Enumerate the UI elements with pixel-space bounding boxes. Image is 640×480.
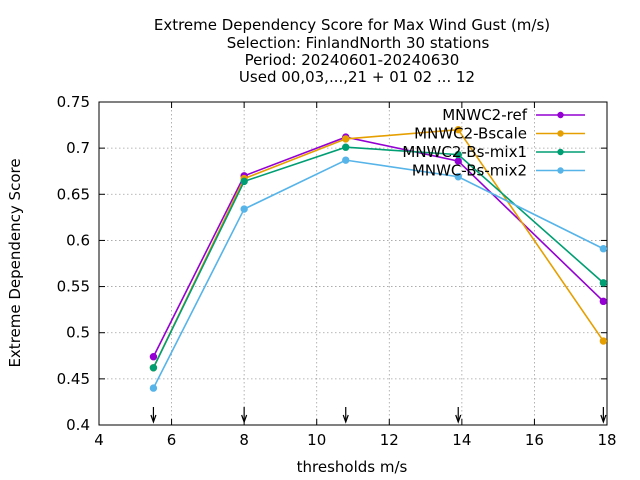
data-point	[454, 173, 462, 181]
title-line-1: Extreme Dependency Score for Max Wind Gu…	[154, 16, 550, 34]
y-tick-label: 0.45	[57, 370, 90, 388]
legend-label: MNWC2-Bs-mix1	[402, 143, 527, 161]
x-tick-label: 18	[597, 431, 616, 449]
legend: MNWC2-refMNWC2-BscaleMNWC2-Bs-mix1MNWC-B…	[402, 106, 585, 180]
threshold-arrow-head	[150, 414, 157, 424]
legend-label: MNWC2-Bscale	[414, 125, 527, 143]
x-tick-label: 6	[167, 431, 177, 449]
threshold-arrow-head	[241, 414, 248, 424]
data-point	[342, 143, 350, 151]
y-axis-label: Extreme Dependency Score	[6, 158, 24, 367]
x-tick-label: 16	[525, 431, 544, 449]
y-tick-label: 0.55	[57, 278, 90, 296]
legend-swatch-point	[557, 130, 564, 137]
data-point	[454, 150, 462, 159]
legend-label: MNWC2-ref	[442, 106, 527, 124]
x-axis-label: thresholds m/s	[297, 458, 408, 476]
y-tick-label: 0.75	[57, 93, 90, 111]
legend-swatch-point	[557, 167, 564, 174]
chart-title: Extreme Dependency Score for Max Wind Gu…	[154, 16, 550, 86]
data-point	[149, 353, 158, 361]
axes: 4 6 8 10 12 14 16 18 0.4 0.45 0.5 0.55 0.6 0.65 0.7 0.7…	[57, 93, 617, 449]
data-point	[240, 177, 248, 186]
y-tick-label: 0.65	[57, 185, 90, 203]
title-line-2: Selection: FinlandNorth 30 stations	[227, 34, 490, 52]
title-line-3: Period: 20240601-20240630	[245, 51, 460, 69]
threshold-markers	[150, 407, 607, 424]
x-tick-label: 4	[94, 431, 104, 449]
threshold-arrow-head	[342, 414, 349, 424]
data-point	[149, 384, 158, 392]
x-tick-label: 10	[307, 431, 326, 449]
data-point	[240, 205, 248, 213]
data-point	[599, 245, 608, 253]
title-line-4: Used 00,03,...,21 + 01 02 ... 12	[239, 68, 475, 86]
y-tick-label: 0.7	[66, 139, 90, 157]
threshold-arrow-head	[455, 414, 462, 424]
data-point	[454, 125, 462, 134]
data-point	[149, 364, 158, 372]
plot-frame	[98, 101, 608, 426]
y-tick-label: 0.4	[66, 416, 90, 434]
data-point	[342, 135, 350, 143]
series-line	[152, 146, 604, 369]
y-tick-label: 0.6	[66, 231, 90, 249]
legend-swatch-point	[557, 148, 564, 156]
legend-label: MNWC-Bs-mix2	[412, 162, 527, 180]
threshold-arrow-head	[600, 414, 607, 424]
x-tick-label: 14	[452, 431, 471, 449]
data-point	[599, 337, 608, 345]
x-tick-label: 8	[239, 431, 249, 449]
legend-swatch-point	[557, 111, 564, 119]
data-point	[599, 279, 608, 287]
grid	[99, 102, 607, 425]
series	[149, 125, 608, 392]
data-point	[342, 156, 350, 164]
x-tick-label: 12	[380, 431, 399, 449]
y-tick-label: 0.5	[66, 324, 90, 342]
series-line	[152, 136, 604, 358]
data-point	[599, 297, 608, 306]
